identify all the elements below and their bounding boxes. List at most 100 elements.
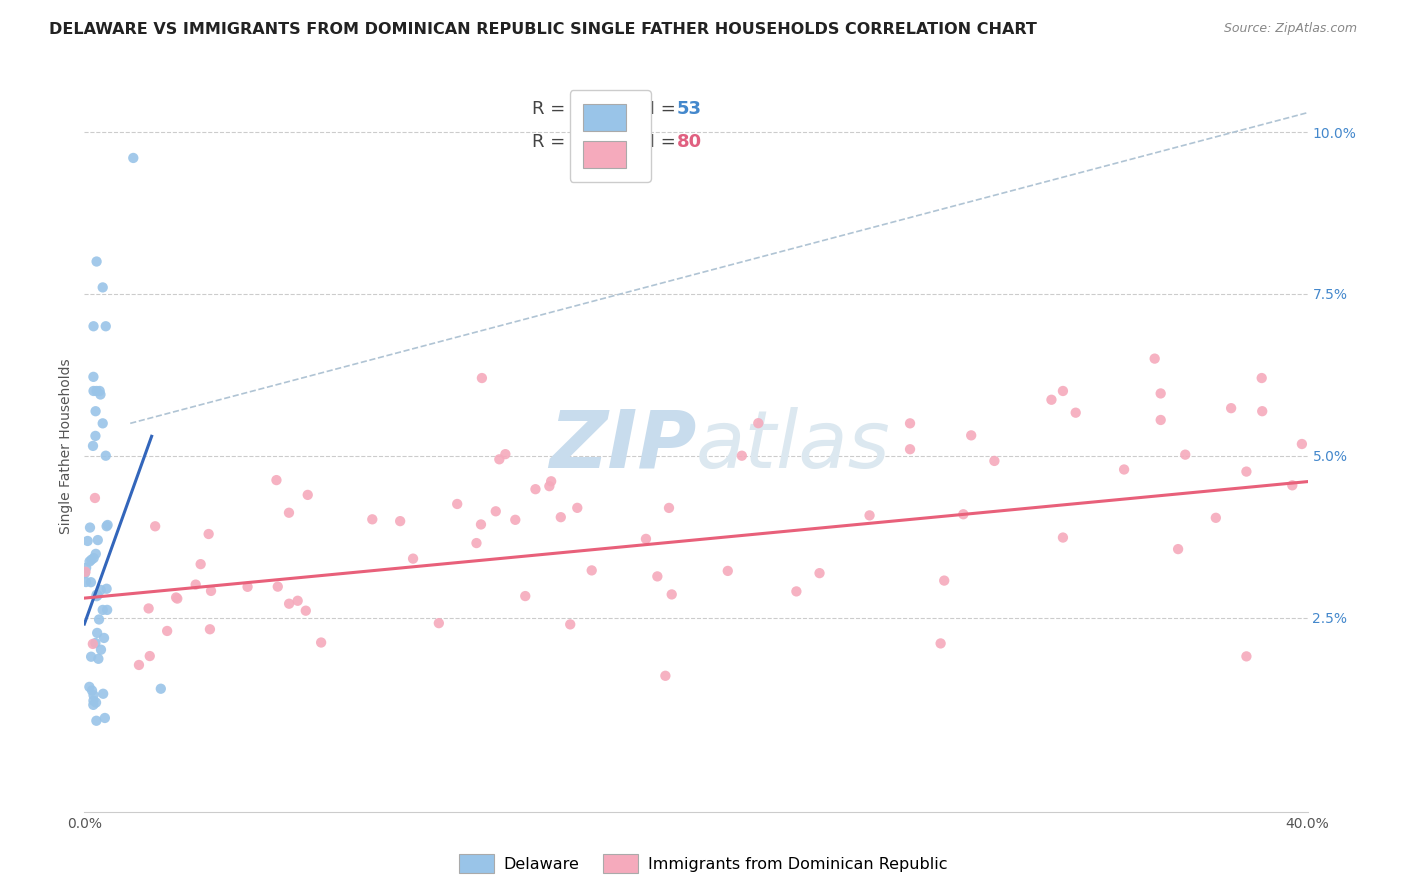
Point (952, 508, 974, 522)
Point (128, 657, 150, 672)
Point (540, 475, 562, 489)
Point (267, 580, 290, 594)
Point (83, 319, 105, 334)
Point (91, 280, 114, 294)
Text: ZIP: ZIP (548, 407, 696, 485)
Point (89, 387, 111, 401)
Point (524, 482, 547, 496)
Text: DELAWARE VS IMMIGRANTS FROM DOMINICAN REPUBLIC SINGLE FATHER HOUSEHOLDS CORRELAT: DELAWARE VS IMMIGRANTS FROM DOMINICAN RE… (49, 22, 1038, 37)
Point (731, 449, 754, 463)
Point (503, 513, 526, 527)
Text: 0.290: 0.290 (569, 100, 626, 118)
Point (1251, 404, 1274, 418)
Point (1150, 386, 1173, 401)
Point (90, 642, 112, 657)
Text: atlas: atlas (696, 407, 891, 485)
Point (143, 519, 166, 533)
Point (634, 532, 657, 546)
Point (898, 442, 921, 457)
Point (929, 636, 952, 650)
Point (97, 518, 120, 533)
Point (89, 384, 111, 398)
Point (567, 500, 589, 515)
Point (898, 417, 921, 431)
Point (1236, 649, 1258, 664)
Point (86, 626, 108, 640)
Point (90, 582, 112, 597)
Point (1205, 511, 1227, 525)
Point (96, 519, 118, 533)
Point (86, 588, 108, 602)
Point (278, 506, 301, 520)
Point (983, 454, 1005, 468)
Point (83, 384, 105, 398)
Point (446, 497, 468, 511)
Point (287, 593, 309, 607)
Point (91, 687, 114, 701)
Y-axis label: Single Father Households: Single Father Households (59, 359, 73, 533)
Text: N =: N = (630, 100, 682, 118)
Point (1291, 437, 1313, 451)
Text: R =: R = (531, 100, 571, 118)
Point (82, 637, 104, 651)
Point (717, 564, 740, 578)
Point (87, 533, 110, 547)
Point (427, 616, 450, 631)
Point (190, 557, 212, 571)
Point (471, 371, 494, 385)
Point (960, 428, 983, 442)
Point (166, 591, 188, 606)
Point (80, 575, 103, 590)
Point (91, 417, 114, 431)
Point (86, 254, 108, 268)
Point (278, 597, 301, 611)
Point (470, 517, 492, 532)
Point (858, 508, 880, 523)
Point (647, 569, 669, 583)
Point (79, 680, 101, 694)
Point (87, 652, 110, 666)
Point (1150, 413, 1173, 427)
Point (934, 574, 956, 588)
Point (165, 591, 187, 605)
Point (294, 604, 316, 618)
Point (747, 416, 769, 430)
Point (808, 566, 831, 581)
Point (84, 491, 107, 505)
Point (1250, 371, 1272, 385)
Point (661, 587, 683, 601)
Legend: Delaware, Immigrants from Dominican Republic: Delaware, Immigrants from Dominican Repu… (453, 847, 953, 880)
Point (538, 479, 561, 493)
Point (86, 588, 108, 602)
Point (93, 631, 115, 645)
Point (297, 488, 319, 502)
Point (485, 504, 508, 518)
Point (79, 554, 101, 568)
Point (94, 449, 117, 463)
Point (138, 601, 160, 615)
Point (73, 566, 96, 581)
Point (515, 589, 537, 603)
Point (80, 683, 103, 698)
Point (91, 603, 114, 617)
Point (75, 574, 97, 589)
Text: R =: R = (531, 134, 571, 152)
Point (658, 500, 681, 515)
Point (494, 447, 516, 461)
Point (200, 583, 222, 598)
Point (1052, 384, 1074, 398)
Point (96, 603, 118, 617)
Point (149, 681, 172, 696)
Point (94, 711, 117, 725)
Text: N =: N = (630, 134, 682, 152)
Point (96, 582, 118, 596)
Point (156, 624, 179, 638)
Point (309, 635, 332, 649)
Point (197, 527, 219, 541)
Point (236, 580, 259, 594)
Point (84, 429, 107, 443)
Point (1167, 542, 1189, 557)
Text: 80: 80 (676, 134, 702, 152)
Text: 53: 53 (676, 100, 702, 118)
Point (184, 577, 207, 591)
